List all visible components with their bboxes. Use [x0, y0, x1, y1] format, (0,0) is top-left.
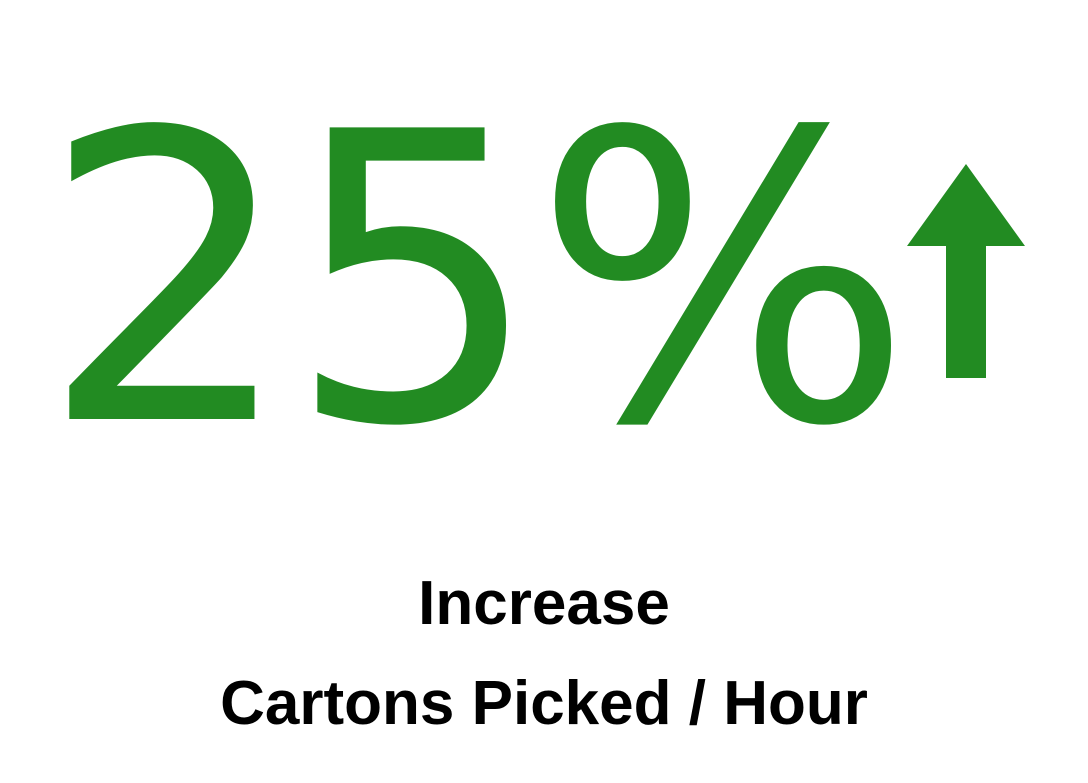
kpi-label-secondary: Cartons Picked / Hour [220, 669, 868, 738]
kpi-label-primary: Increase [418, 569, 670, 638]
arrow-up-icon [907, 164, 1025, 378]
kpi-value: 25% [40, 49, 913, 514]
